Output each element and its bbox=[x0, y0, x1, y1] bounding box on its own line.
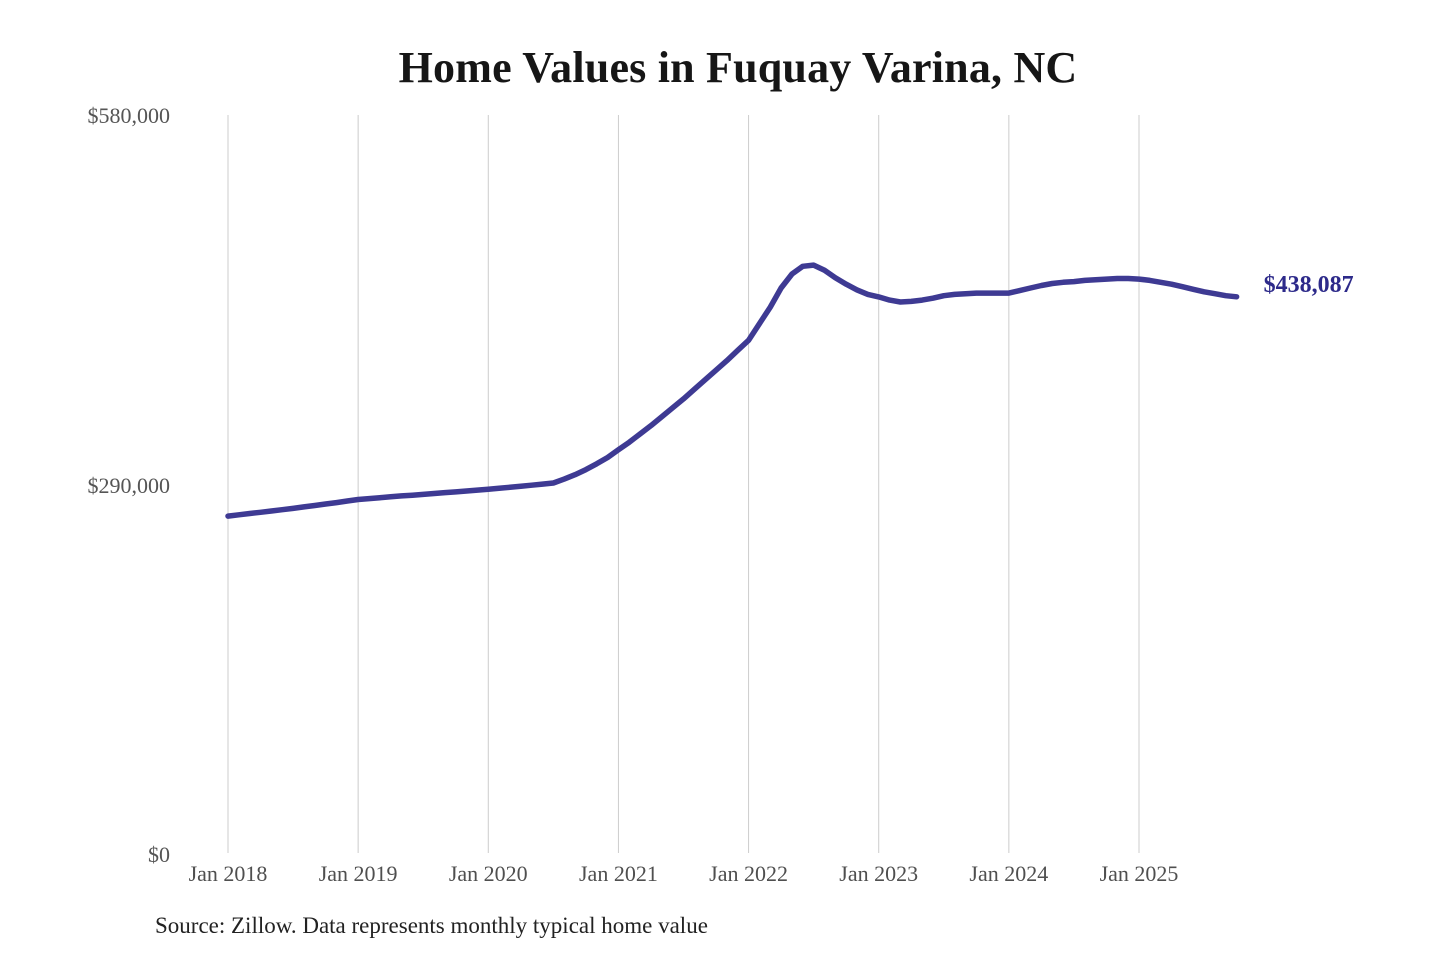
x-tick-label: Jan 2024 bbox=[969, 861, 1049, 886]
x-tick-label: Jan 2021 bbox=[579, 861, 658, 886]
x-tick-label: Jan 2019 bbox=[318, 861, 398, 886]
y-tick-label: $290,000 bbox=[87, 472, 171, 498]
y-tick-label: $580,000 bbox=[87, 103, 171, 128]
x-tick-label: Jan 2018 bbox=[188, 861, 268, 886]
x-tick-label: Jan 2020 bbox=[448, 861, 528, 886]
x-tick-label: Jan 2023 bbox=[839, 861, 919, 886]
current-value-label: $438,087 bbox=[1263, 271, 1354, 298]
gridlines bbox=[227, 115, 1140, 853]
source-note: Source: Zillow. Data represents monthly … bbox=[155, 913, 708, 938]
x-tick-label: Jan 2022 bbox=[709, 861, 788, 886]
y-tick-label: $0 bbox=[148, 842, 170, 867]
chart-title: Home Values in Fuquay Varina, NC bbox=[398, 43, 1078, 92]
x-tick-label: Jan 2025 bbox=[1099, 861, 1179, 886]
home-value-line bbox=[225, 262, 1240, 519]
